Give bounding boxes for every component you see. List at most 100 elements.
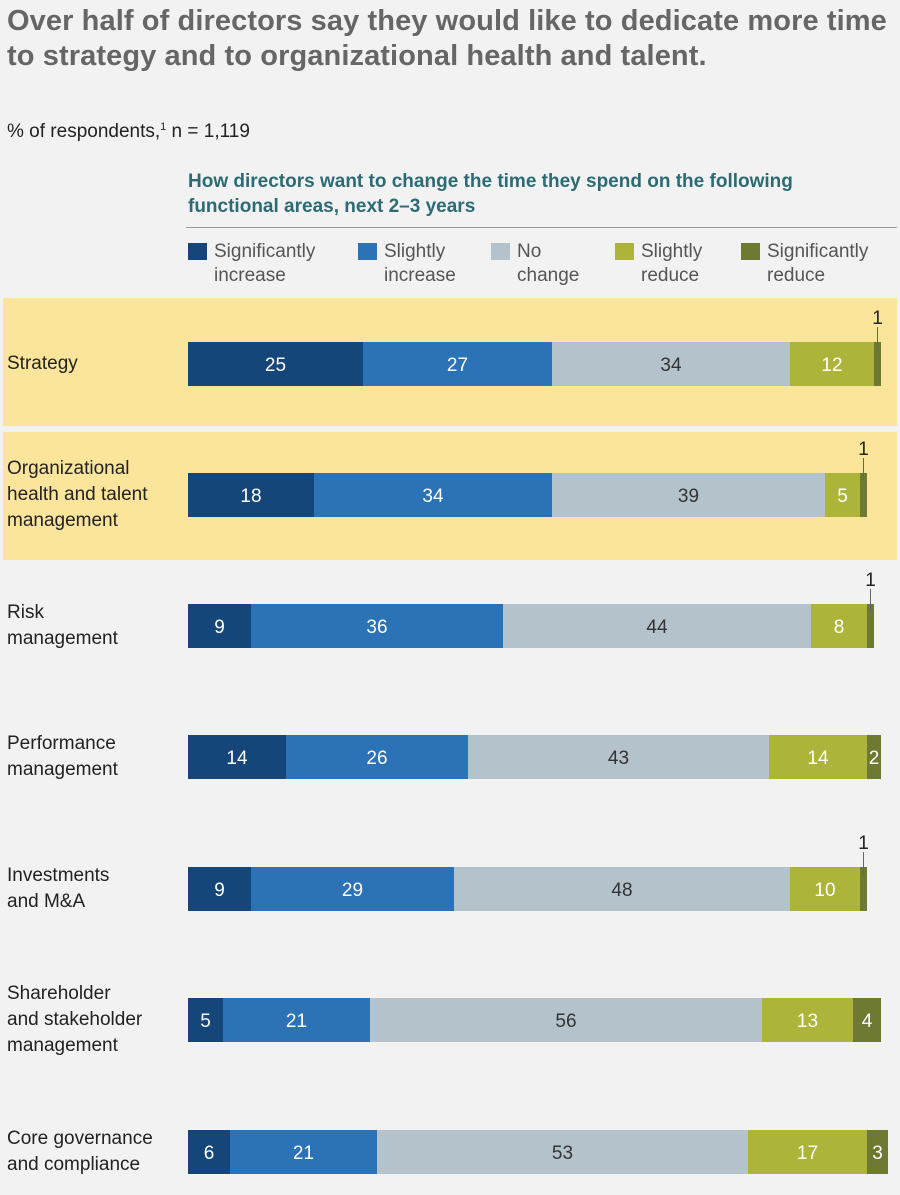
legend-swatch (358, 243, 377, 260)
legend-swatch (615, 243, 634, 260)
legend-label-line2: reduce (641, 265, 700, 286)
row-label-shareholder: Shareholder and stakeholder management (7, 983, 143, 1056)
legend-swatch (741, 243, 760, 260)
data-label: 34 (660, 355, 682, 376)
bar-segment-slightly-reduce (790, 867, 860, 911)
data-label: 14 (226, 748, 248, 769)
bar-segment-no-change (552, 473, 825, 517)
data-label-callout: 1 (858, 439, 869, 460)
bar-segment-slightly-reduce (790, 342, 874, 386)
bar-segment-slightly-increase (223, 998, 370, 1042)
legend-label-line2: increase (384, 265, 456, 286)
bar-segment-significantly-increase (188, 473, 314, 517)
bar-segment-significantly-increase (188, 735, 286, 779)
bar-segment-significantly-increase (188, 998, 223, 1042)
data-label: 48 (611, 880, 632, 901)
bar-segment-slightly-increase (363, 342, 552, 386)
data-label: 44 (646, 617, 668, 638)
legend-label-line1: Significantly (214, 241, 316, 262)
bar-segment-slightly-reduce (769, 735, 867, 779)
data-label: 26 (366, 748, 387, 769)
legend: Significantly increase Slightly increase N… (0, 240, 900, 296)
data-label: 21 (293, 1143, 314, 1164)
data-label: 13 (797, 1011, 818, 1032)
chart-heading: How directors want to change the time th… (188, 171, 793, 217)
bar-row-shareholder-and-stakeholder-management: 5 21 56 13 4 (188, 998, 881, 1042)
data-label: 9 (214, 880, 225, 901)
bar-segment-significantly-reduce (867, 735, 881, 779)
data-label-callout: 1 (858, 833, 869, 854)
data-label: 4 (862, 1011, 873, 1032)
bar-segment-slightly-reduce (762, 998, 853, 1042)
bar-row-organizational-health-and-talent-management: 18 34 39 5 1 (188, 439, 869, 517)
bar-segment-significantly-reduce (867, 1130, 888, 1174)
bar-row-risk-management: 9 36 44 8 1 (188, 570, 876, 648)
chart-title: Over half of directors say they would li… (7, 5, 887, 72)
legend-item-no-change: No change (491, 240, 579, 288)
bar-segment-no-change (454, 867, 790, 911)
legend-label-line1: No (517, 241, 542, 262)
bar-segment-slightly-increase (286, 735, 468, 779)
bar-segment-significantly-reduce (867, 604, 874, 648)
data-label: 21 (286, 1011, 307, 1032)
data-label: 56 (555, 1011, 576, 1032)
bar-segment-significantly-increase (188, 1130, 230, 1174)
bar-segment-no-change (468, 735, 769, 779)
bar-row-investments-and-m-a: 9 29 48 10 1 (188, 833, 869, 911)
bar-segment-slightly-reduce (825, 473, 860, 517)
data-label: 29 (342, 880, 363, 901)
data-label: 34 (422, 486, 444, 507)
data-label: 17 (797, 1143, 818, 1164)
legend-item-slightly-increase: Slightly increase (358, 240, 456, 288)
legend-label-line2: increase (214, 265, 286, 286)
subtitle-suffix: n = 1,119 (166, 121, 250, 142)
bar-segment-significantly-reduce (860, 473, 867, 517)
legend-item-significantly-increase: Significantly increase (188, 240, 315, 288)
data-label-callout: 1 (872, 308, 883, 329)
bar-segment-no-change (503, 604, 811, 648)
legend-swatch (188, 243, 207, 260)
bar-segment-slightly-increase (251, 867, 454, 911)
subtitle-prefix: % of respondents, (7, 121, 161, 142)
bar-row-performance-management: 14 26 43 14 2 (188, 735, 881, 779)
data-label: 36 (366, 617, 387, 638)
bar-segment-slightly-increase (314, 473, 552, 517)
bar-segment-significantly-reduce (860, 867, 867, 911)
bar-segment-no-change (552, 342, 790, 386)
bar-segment-significantly-increase (188, 342, 363, 386)
legend-item-slightly-reduce: Slightly reduce (615, 240, 702, 288)
legend-label-line1: Significantly (767, 241, 869, 262)
bar-segment-significantly-increase (188, 604, 251, 648)
data-label: 5 (200, 1011, 211, 1032)
bar-segment-significantly-reduce (874, 342, 881, 386)
data-label: 43 (608, 748, 629, 769)
data-label-callout: 1 (865, 570, 876, 591)
data-label: 25 (265, 355, 286, 376)
data-label: 12 (821, 355, 842, 376)
bar-segment-slightly-increase (230, 1130, 377, 1174)
legend-item-significantly-reduce: Significantly reduce (741, 240, 868, 288)
row-label-investments: Investments and M&A (7, 865, 110, 912)
bar-segment-significantly-reduce (853, 998, 881, 1042)
data-label: 10 (814, 880, 835, 901)
row-label-governance: Core governance and compliance (7, 1128, 153, 1175)
bar-segment-slightly-reduce (811, 604, 867, 648)
data-label: 27 (447, 355, 468, 376)
data-label: 18 (240, 486, 261, 507)
data-label: 8 (834, 617, 845, 638)
legend-label-line2: reduce (767, 265, 826, 286)
bar-row-core-governance-and-compliance: 6 21 53 17 3 (188, 1130, 888, 1174)
data-label: 14 (807, 748, 829, 769)
data-label: 3 (872, 1143, 883, 1164)
bar-segment-slightly-increase (251, 604, 503, 648)
data-label: 2 (869, 748, 880, 769)
bar-segment-significantly-increase (188, 867, 251, 911)
legend-label-line2: change (517, 265, 580, 286)
chart-subtitle: % of respondents,1 n = 1,119 (7, 115, 250, 144)
bar-segment-no-change (370, 998, 762, 1042)
legend-label-line1: Slightly (384, 241, 446, 262)
legend-swatch (491, 243, 510, 260)
bar-row-strategy: 25 27 34 12 1 (188, 308, 883, 386)
data-label: 9 (214, 617, 225, 638)
